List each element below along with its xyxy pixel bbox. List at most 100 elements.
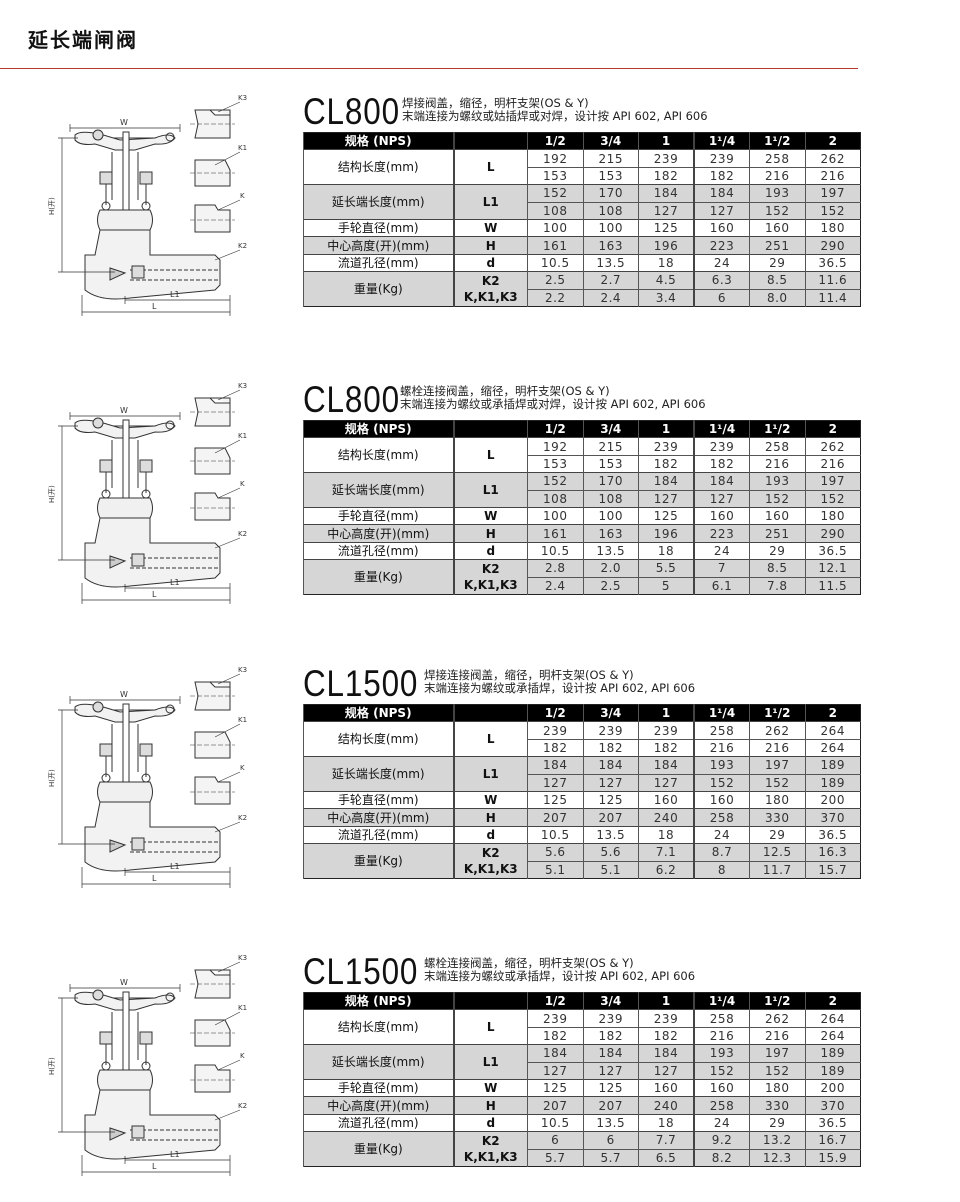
label-h: H(开) — [48, 769, 56, 787]
model-title: CL800 — [303, 91, 400, 132]
cell: 127 — [693, 489, 750, 508]
size-header: 1¹/2 — [749, 420, 805, 438]
label-l1: L1 — [170, 862, 180, 871]
cell: 15.7 — [804, 860, 861, 879]
size-header: 1 — [638, 704, 694, 722]
table-row: K,K1,K3 5.1 5.1 6.2 8 11.7 15.7 — [304, 860, 861, 879]
cell: 180 — [804, 506, 861, 525]
label-w: W — [120, 118, 128, 127]
cell: 160 — [693, 790, 750, 809]
cell: 8.0 — [749, 288, 805, 307]
cell: 11.4 — [804, 288, 861, 307]
label-k3: K3 — [238, 666, 247, 674]
table-row: 流道孔径(mm) d 10.5 13.5 18 24 29 36.5 — [303, 1113, 861, 1132]
cell: 24 — [693, 1113, 750, 1132]
cell: 153 — [582, 454, 639, 473]
cell: 160 — [749, 506, 805, 525]
cell: 182 — [693, 454, 750, 473]
cell: 330 — [749, 808, 805, 827]
cell: 16.3 — [804, 843, 861, 862]
table-row: 153 153 182 182 216 216 — [304, 166, 861, 185]
cell: 262 — [804, 437, 861, 456]
row-symbol: H — [452, 808, 528, 827]
size-header: 2 — [804, 132, 861, 150]
cell: 6 — [582, 1131, 639, 1150]
valve-drawing — [58, 673, 241, 888]
valve-section: W H(开) L1 L K3 K1 K K2 CL1500 焊接连接阀盖，缩径，… — [0, 662, 960, 902]
row-label: 手轮直径(mm) — [303, 1078, 454, 1097]
cell: 207 — [527, 808, 583, 827]
cell: 5.7 — [582, 1148, 639, 1167]
table-header-row: 规格 (NPS) 1/2 3/4 1 1¹/4 1¹/2 2 — [303, 420, 861, 438]
cell: 258 — [749, 149, 805, 168]
cell: 152 — [804, 201, 861, 220]
cell: 8.5 — [749, 271, 805, 290]
cell: 182 — [638, 166, 694, 185]
table-row: 流道孔径(mm) d 10.5 13.5 18 24 29 36.5 — [303, 541, 861, 560]
cell: 182 — [582, 1026, 639, 1045]
cell: 180 — [749, 790, 805, 809]
spec-table: 规格 (NPS) 1/2 3/4 1 1¹/4 1¹/2 2 结构长度(mm) L 192 215… — [303, 420, 861, 595]
row-label: 结构长度(mm) — [303, 437, 454, 473]
row-symbol: W — [452, 218, 528, 237]
spec-header: 规格 (NPS) — [303, 420, 454, 438]
cell: 36.5 — [804, 253, 861, 272]
cell: 192 — [527, 149, 583, 168]
cell: 160 — [693, 1078, 750, 1097]
row-symbol: d — [452, 541, 528, 560]
label-w: W — [120, 406, 128, 415]
label-l: L — [152, 1162, 157, 1171]
label-l1: L1 — [170, 1150, 180, 1159]
label-w: W — [120, 978, 128, 987]
cell: 153 — [582, 166, 639, 185]
size-header: 1/2 — [527, 420, 583, 438]
row-symbol: L1 — [452, 184, 528, 220]
row-symbol: K2 — [452, 843, 528, 862]
cell: 100 — [582, 218, 639, 237]
row-label: 重量(Kg) — [303, 843, 454, 879]
row-symbol: K2 — [452, 271, 528, 290]
size-header: 1¹/2 — [749, 132, 805, 150]
cell: 125 — [527, 1078, 583, 1097]
cell: 184 — [638, 472, 694, 491]
cell: 216 — [749, 1026, 805, 1045]
label-k3: K3 — [238, 382, 247, 390]
table-row: 延长端长度(mm) L1 184 184 184 193 197 189 — [303, 756, 861, 792]
cell: 160 — [638, 1078, 694, 1097]
cell: 16.7 — [804, 1131, 861, 1150]
cell: 5.1 — [527, 860, 583, 879]
cell: 264 — [804, 738, 861, 757]
table-row: 手轮直径(mm) W 125 125 160 160 180 200 — [303, 1078, 861, 1097]
cell: 216 — [749, 738, 805, 757]
cell: 239 — [582, 721, 639, 740]
cell: 184 — [527, 756, 583, 775]
table-header-row: 规格 (NPS) 1/2 3/4 1 1¹/4 1¹/2 2 — [303, 992, 861, 1010]
cell: 160 — [749, 218, 805, 237]
page-title: 延长端闸阀 — [28, 28, 138, 52]
valve-diagram: W H(开) L1 L K3 K1 K K2 — [40, 950, 260, 1180]
row-label: 重量(Kg) — [303, 559, 454, 595]
cell: 182 — [527, 738, 583, 757]
size-header: 1¹/2 — [749, 704, 805, 722]
description-line: 末端连接为螺纹或姑插焊或对焊，设计按 API 602, API 606 — [402, 109, 708, 123]
size-header: 1¹/2 — [749, 992, 805, 1010]
cell: 182 — [582, 738, 639, 757]
cell: 239 — [693, 149, 750, 168]
cell: 192 — [527, 437, 583, 456]
cell: 193 — [749, 472, 805, 491]
cell: 18 — [638, 253, 694, 272]
cell: 193 — [693, 756, 750, 775]
row-symbol: W — [452, 1078, 528, 1097]
table-row: 182 182 182 216 216 264 — [304, 1026, 861, 1045]
valve-diagram: W H(开) L1 L K3 K1 K K2 — [40, 90, 260, 320]
table-row: K,K1,K3 5.7 5.7 6.5 8.2 12.3 15.9 — [304, 1148, 861, 1167]
cell: 240 — [638, 808, 694, 827]
row-label: 结构长度(mm) — [303, 149, 454, 185]
table-row: 重量(Kg) K2 2.8 2.0 5.5 7 8.5 12.1 — [303, 559, 861, 595]
cell: 160 — [693, 506, 750, 525]
cell: 6.5 — [638, 1148, 694, 1167]
label-k2: K2 — [238, 814, 247, 822]
cell: 108 — [582, 489, 639, 508]
cell: 258 — [693, 721, 750, 740]
cell: 18 — [638, 1113, 694, 1132]
